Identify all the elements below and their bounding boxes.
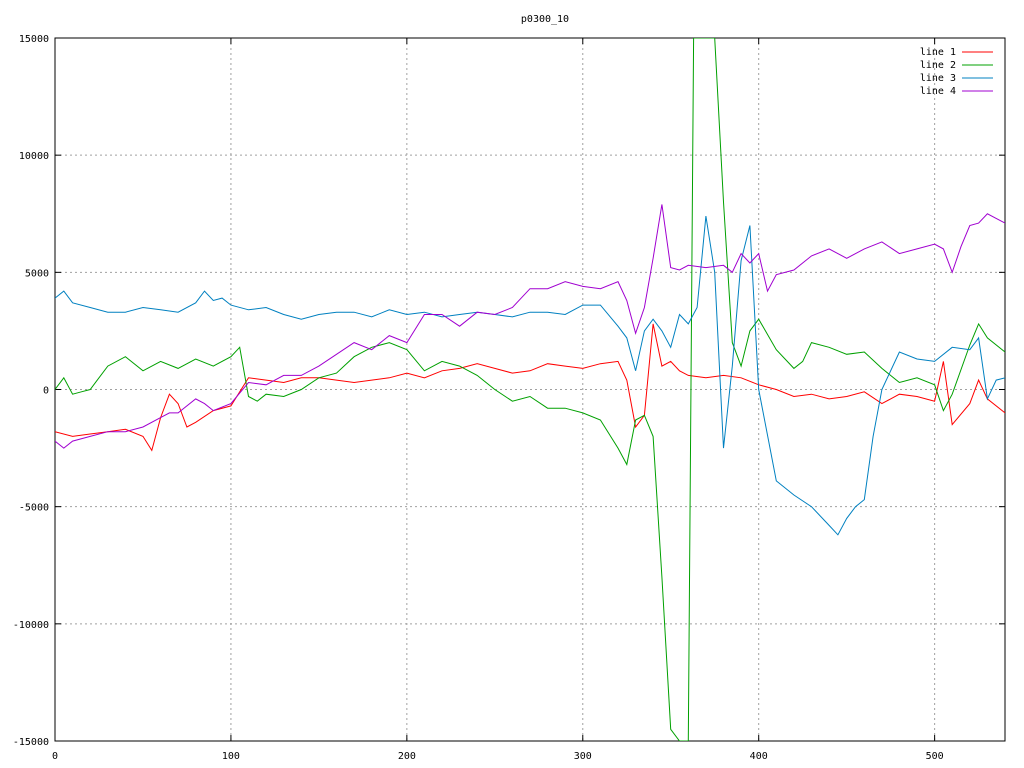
grid [55, 38, 1005, 741]
x-tick-label: 100 [222, 751, 240, 762]
y-tick-label: 0 [43, 386, 49, 397]
y-tick-label: -15000 [13, 737, 49, 748]
x-tick-label: 200 [398, 751, 416, 762]
legend: line 1 line 2 line 3 line 4 [920, 47, 993, 97]
y-tick-label: -10000 [13, 620, 49, 631]
series-line-1 [55, 323, 1005, 452]
x-tick-label: 400 [750, 751, 768, 762]
legend-label-3: line 3 [920, 73, 956, 84]
axis-ticks: -15000 -10000 -5000 0 5000 10000 15000 0 100 200 3… [13, 34, 1005, 762]
series-lines [55, 38, 1005, 741]
y-tick-label: -5000 [19, 503, 49, 514]
x-tick-label: 500 [926, 751, 944, 762]
x-tick-label: 0 [52, 751, 58, 762]
series-line-3 [55, 216, 1005, 536]
legend-label-1: line 1 [920, 47, 956, 58]
legend-label-4: line 4 [920, 86, 956, 97]
y-tick-label: 5000 [25, 268, 49, 279]
x-tick-label: 300 [574, 751, 592, 762]
series-line-4 [55, 204, 1005, 449]
chart-title: p0300_10 [521, 14, 569, 25]
y-tick-label: 15000 [19, 34, 49, 45]
legend-label-2: line 2 [920, 60, 956, 71]
y-tick-label: 10000 [19, 151, 49, 162]
series-line-2 [55, 38, 1005, 741]
